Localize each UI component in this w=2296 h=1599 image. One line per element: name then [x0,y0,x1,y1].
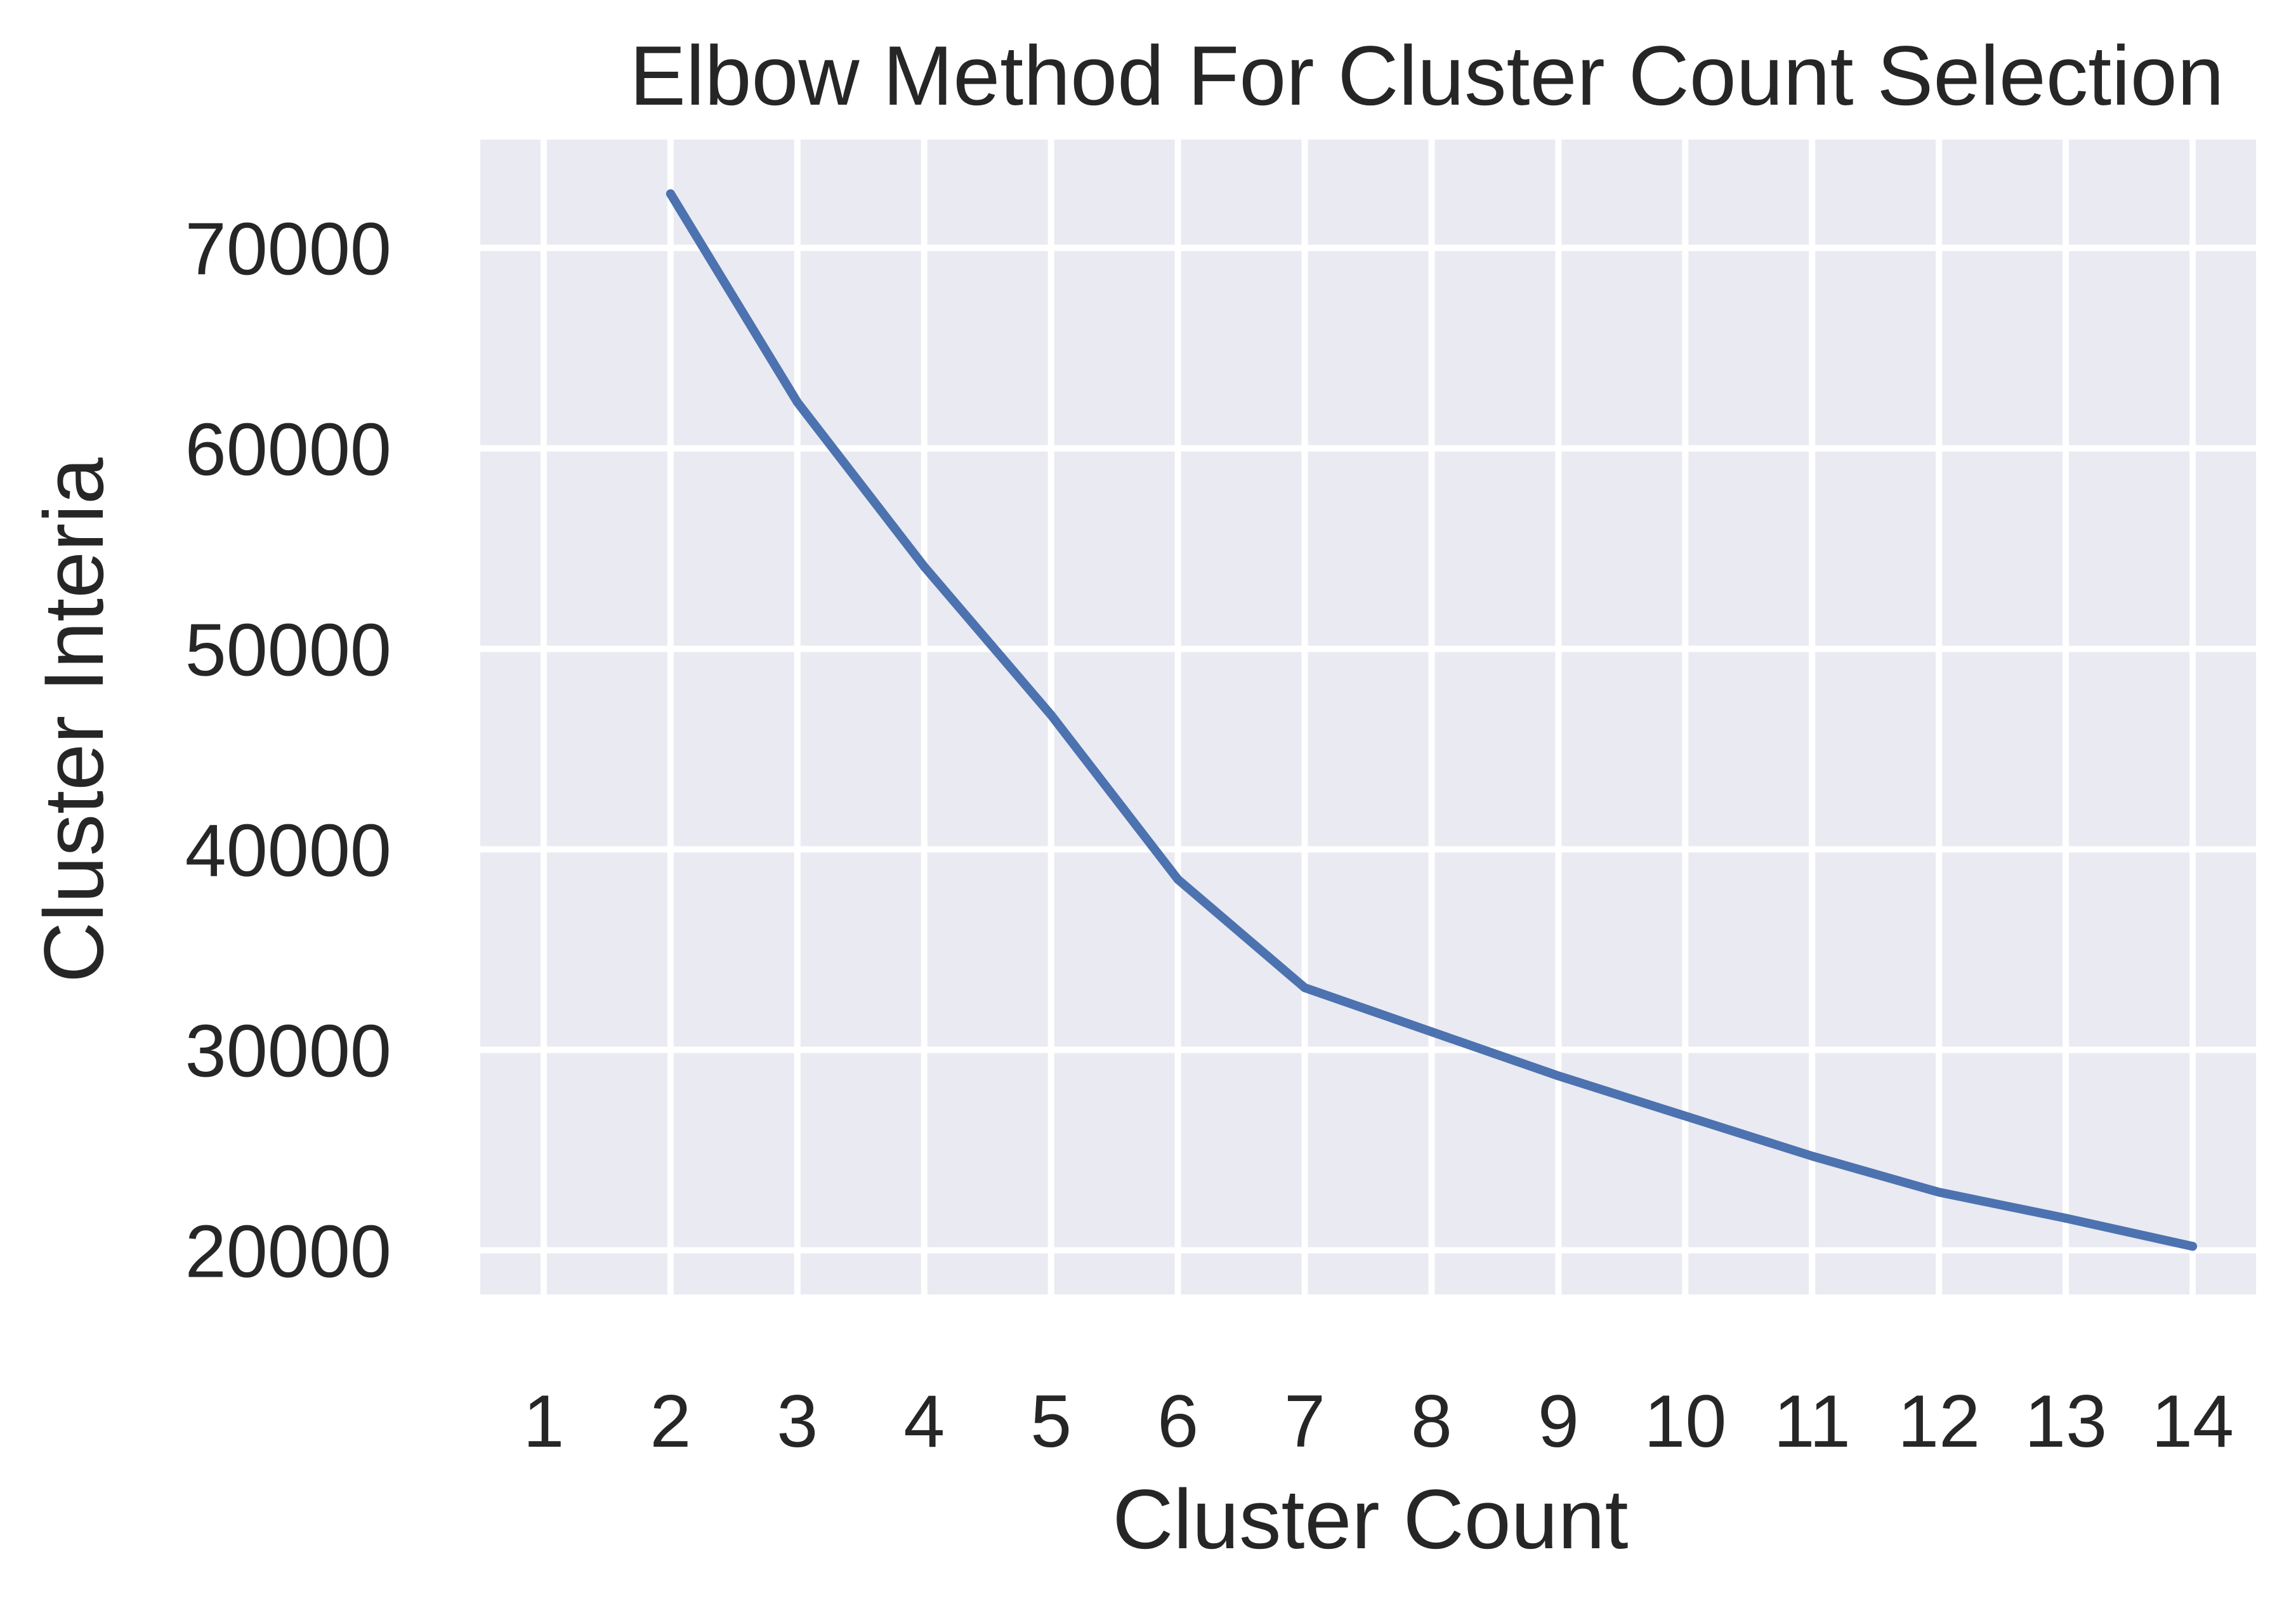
x-tick-label: 11 [1774,1379,1851,1463]
x-tick-label: 4 [903,1379,945,1463]
x-axis-label: Cluster Count [1112,1473,1628,1567]
data-point [1681,1111,1690,1121]
data-point [666,189,675,199]
y-tick-label: 20000 [185,1209,391,1293]
y-tick-label: 40000 [185,809,391,892]
x-tick-label: 2 [650,1379,691,1463]
chart-title: Elbow Method For Cluster Count Selection [629,29,2224,123]
y-tick-label: 30000 [185,1010,391,1093]
x-tick-label: 6 [1157,1379,1198,1463]
data-point [1427,1027,1436,1037]
x-tick-label: 8 [1411,1379,1452,1463]
y-tick-label: 60000 [185,408,391,491]
data-point [1807,1151,1817,1161]
x-tick-labels: 1 2 3 4 5 6 7 8 9 10 11 12 13 14 [523,1379,2234,1463]
data-point [1300,983,1309,992]
x-tick-label: 1 [523,1379,564,1463]
y-axis-label: Cluster Interia [27,457,121,983]
data-point [792,397,802,407]
data-point [2061,1213,2071,1223]
x-tick-label: 9 [1538,1379,1579,1463]
y-tick-labels: 20000 30000 40000 50000 60000 70000 [185,207,391,1293]
x-tick-label: 5 [1030,1379,1072,1463]
x-tick-label: 14 [2151,1379,2234,1463]
grid-lines [480,140,2256,1294]
data-point [1554,1071,1563,1081]
data-point [1173,874,1183,884]
data-point [2188,1242,2198,1251]
data-point [1934,1187,1944,1197]
x-tick-label: 7 [1284,1379,1325,1463]
data-point [1046,710,1056,720]
plot-background [480,140,2256,1294]
x-tick-label: 10 [1644,1379,1726,1463]
x-tick-label: 3 [777,1379,818,1463]
x-tick-label: 13 [2024,1379,2107,1463]
series-layer [666,189,2198,1251]
data-point [919,562,929,572]
y-tick-label: 50000 [185,609,391,692]
x-tick-label: 12 [1898,1379,1980,1463]
y-tick-label: 70000 [185,207,391,291]
